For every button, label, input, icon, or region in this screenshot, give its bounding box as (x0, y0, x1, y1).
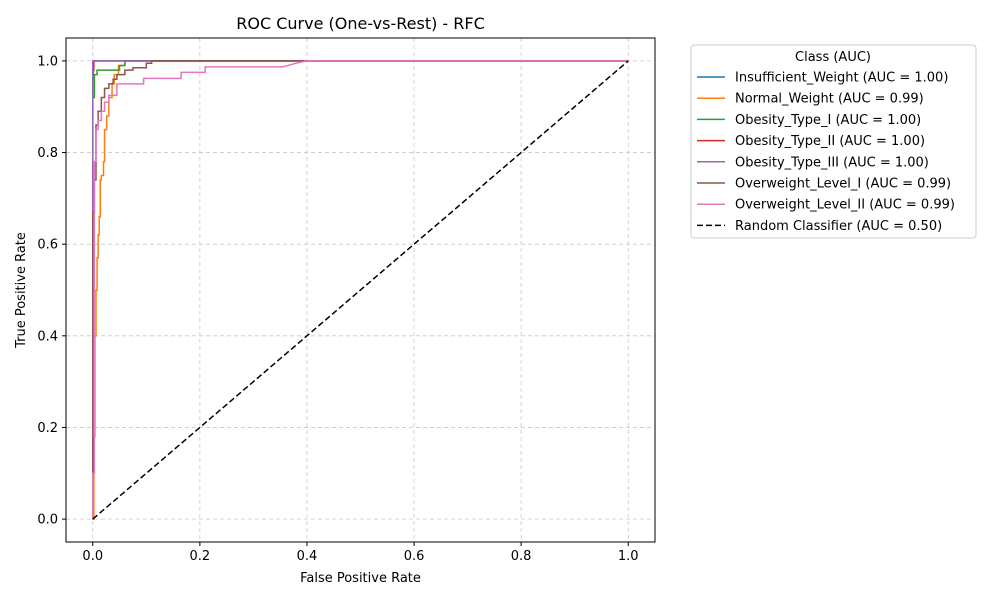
series-lines (92, 60, 629, 520)
x-tick-label: 0.8 (511, 549, 532, 564)
y-tick-label: 1.0 (37, 54, 58, 69)
x-axis-ticks: 0.0 0.2 0.4 0.6 0.8 1.0 (82, 542, 639, 564)
series-line (92, 60, 629, 520)
plot-frame (65, 37, 656, 543)
y-axis-ticks: 0.0 0.2 0.4 0.6 0.8 1.0 (37, 54, 66, 528)
legend-title: Class (AUC) (795, 50, 871, 65)
legend-label: Obesity_Type_II (AUC = 1.00) (735, 134, 925, 149)
legend-label: Normal_Weight (AUC = 0.99) (735, 92, 924, 107)
y-axis-label: True Positive Rate (14, 232, 29, 349)
y-tick-label: 0.4 (37, 329, 58, 344)
y-tick-label: 0.8 (37, 146, 58, 161)
legend-label: Overweight_Level_I (AUC = 0.99) (735, 177, 951, 192)
series-line (92, 60, 629, 520)
legend-label: Obesity_Type_I (AUC = 1.00) (735, 113, 921, 128)
legend-label: Obesity_Type_III (AUC = 1.00) (735, 155, 929, 170)
y-tick-label: 0.2 (37, 421, 58, 436)
x-axis-label: False Positive Rate (300, 571, 421, 586)
x-tick-label: 0.6 (404, 549, 425, 564)
plot-area: 0.0 0.2 0.4 0.6 0.8 1.0 0.0 0.2 0.4 0.6 0.8 1.0 (37, 37, 656, 564)
y-tick-label: 0.0 (37, 513, 58, 528)
legend-frame (690, 44, 977, 239)
x-tick-label: 0.4 (297, 549, 318, 564)
y-tick-label: 0.6 (37, 238, 58, 253)
legend-label: Insufficient_Weight (AUC = 1.00) (735, 71, 948, 86)
series-line (92, 60, 629, 520)
legend: Class (AUC) Insufficient_Weight (AUC = 1… (690, 44, 977, 239)
legend-entries: Insufficient_Weight (AUC = 1.00) Normal_W… (697, 71, 955, 234)
x-tick-label: 0.2 (190, 549, 211, 564)
legend-label: Overweight_Level_II (AUC = 0.99) (735, 198, 955, 213)
legend-label: Random Classifier (AUC = 0.50) (735, 219, 942, 234)
x-tick-label: 1.0 (618, 549, 639, 564)
x-tick-label: 0.0 (82, 549, 103, 564)
chart-title: ROC Curve (One-vs-Rest) - RFC (236, 14, 485, 33)
